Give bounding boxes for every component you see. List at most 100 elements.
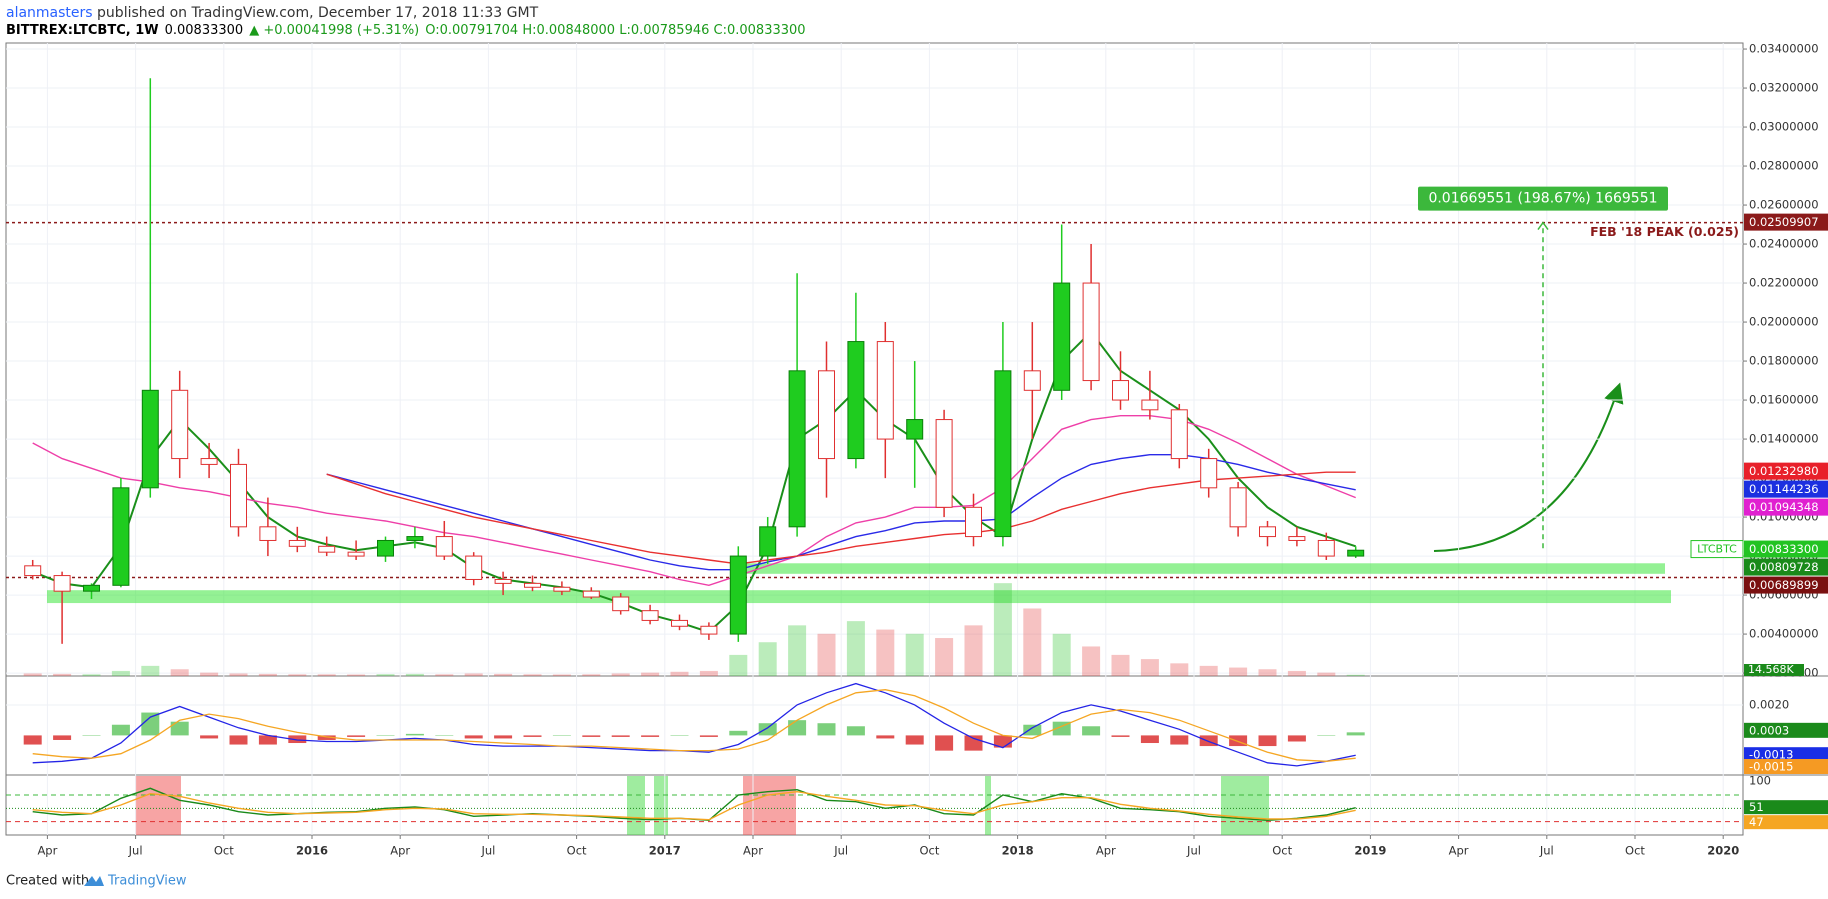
candle-body <box>171 389 189 460</box>
signal-line <box>32 689 1356 762</box>
candle-body <box>935 419 953 508</box>
macd-bar <box>435 735 454 736</box>
y-tick-label: 0.03000000 <box>1749 120 1819 134</box>
support-zone <box>47 590 1671 604</box>
peak-label: FEB '18 PEAK (0.025) <box>1590 224 1739 239</box>
macd-bar <box>258 735 277 745</box>
price-tag <box>1744 462 1828 480</box>
x-tick-label: Apr <box>1096 844 1116 858</box>
volume-bar <box>729 654 748 676</box>
price-tag-label: 0.00809728 <box>1749 560 1819 574</box>
volume-bar <box>53 673 72 676</box>
author[interactable]: alanmasters <box>6 5 93 21</box>
x-tick-label: Jul <box>833 844 848 858</box>
y-tick-label: 0.02800000 <box>1749 159 1819 173</box>
volume-bar <box>258 673 277 676</box>
plot-area <box>6 43 1743 835</box>
volume-bar <box>170 669 189 676</box>
candle-body <box>1200 458 1218 489</box>
x-tick-label: Jul <box>480 844 495 858</box>
volume-bar <box>670 671 689 676</box>
published: published on TradingView.com, December 1… <box>93 5 539 21</box>
macd-bar <box>1111 735 1130 737</box>
x-tick-label: Apr <box>1449 844 1469 858</box>
y-tick-label: 0.02000000 <box>1749 315 1819 329</box>
macd-bar <box>905 735 924 745</box>
price-tag-label: 0.00689899 <box>1749 578 1819 592</box>
moving-average <box>32 415 1356 587</box>
x-tick-label: 2017 <box>649 844 681 858</box>
candle-body <box>1053 282 1071 391</box>
candle-body <box>818 370 835 460</box>
candle-body <box>1288 536 1306 541</box>
macd-bar <box>1199 735 1218 747</box>
candle-body <box>406 536 424 541</box>
price-tag-label: 0.01144236 <box>1749 482 1819 496</box>
candle-body <box>612 596 630 612</box>
macd-bar <box>1170 735 1189 745</box>
change: ▲ +0.00041998 (+5.31%) <box>249 23 419 38</box>
volume-bar <box>1052 633 1071 676</box>
macd-bar <box>699 735 718 737</box>
support-zone <box>746 563 1665 574</box>
candle-body <box>965 506 982 538</box>
footer-brand[interactable]: TradingView <box>107 874 187 889</box>
x-tick-label: Jul <box>1186 844 1201 858</box>
price-tag-label: 0.0003 <box>1749 723 1789 737</box>
macd-bar <box>111 724 130 736</box>
candle-body <box>700 625 718 635</box>
x-tick-label: Oct <box>1272 844 1292 858</box>
volume-bar <box>1317 672 1336 676</box>
candle-body <box>435 536 453 557</box>
volume-bar <box>1111 654 1130 676</box>
rsi-zone <box>135 776 181 835</box>
price-tag-label: 51 <box>1749 800 1764 814</box>
candle-body <box>1112 380 1129 401</box>
volume-bar <box>552 674 571 676</box>
rsi-zone <box>1221 776 1269 835</box>
candle-body <box>53 575 71 592</box>
candle-body <box>788 370 806 528</box>
candle-body <box>230 463 247 528</box>
candle-body <box>876 341 894 440</box>
price-tag <box>1744 540 1828 558</box>
volume-bar <box>641 672 660 676</box>
rsi-zone <box>654 776 668 835</box>
x-tick-label: 2020 <box>1707 844 1739 858</box>
price-tag-label: -0.0013 <box>1749 748 1793 762</box>
volume-bar <box>817 633 836 676</box>
macd-bar <box>347 735 366 737</box>
candle-body <box>1317 539 1335 557</box>
macd-bar <box>523 735 542 737</box>
volume-bar <box>611 673 630 676</box>
volume-bar <box>876 629 895 676</box>
x-tick-label: Jul <box>1539 844 1554 858</box>
x-tick-label: Oct <box>1625 844 1645 858</box>
volume-bar <box>1287 670 1306 676</box>
volume-tag <box>1744 664 1804 676</box>
candle-body <box>200 458 218 465</box>
volume-bar <box>23 673 42 676</box>
macd-bar <box>1140 735 1159 744</box>
volume-bar <box>229 673 248 676</box>
candle-body <box>141 389 159 489</box>
candle-body <box>494 578 512 584</box>
macd-bar <box>229 735 248 745</box>
macd-bar <box>641 735 660 737</box>
volume-bar <box>288 674 307 676</box>
rsi-line <box>32 787 1356 822</box>
candle-body <box>347 551 365 557</box>
macd-bar <box>1287 735 1306 742</box>
macd-bar <box>552 735 571 736</box>
macd-bar <box>317 735 336 740</box>
macd-bar <box>817 723 836 736</box>
volume-bar <box>1023 608 1042 676</box>
y-tick-label: 0.00400000 <box>1749 627 1819 641</box>
macd-bar <box>141 712 160 736</box>
macd-bar <box>1023 724 1042 736</box>
symbol: BITTREX:LTCBTC, 1W <box>6 23 159 38</box>
macd-bar <box>611 735 630 737</box>
candle-body <box>112 487 130 586</box>
price-tag <box>1744 213 1828 231</box>
